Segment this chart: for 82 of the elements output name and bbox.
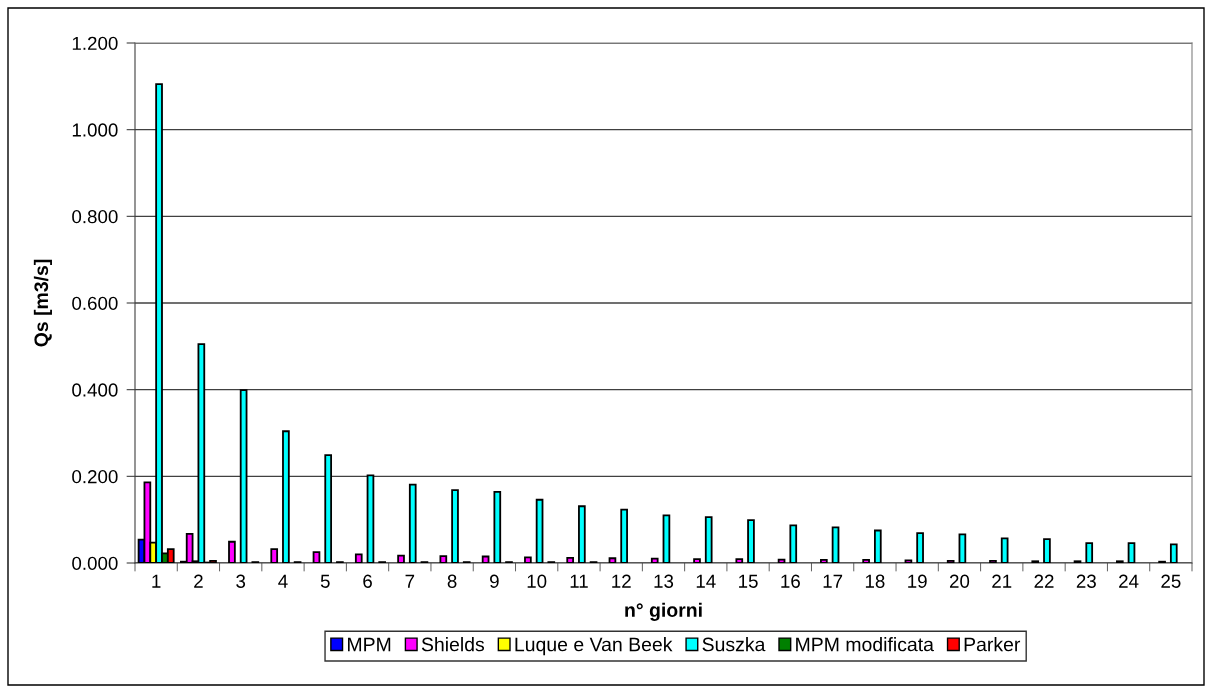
x-axis-title: n° giorni <box>625 602 702 621</box>
bar <box>312 551 321 563</box>
bar <box>735 558 744 563</box>
bar <box>493 491 502 563</box>
bar <box>777 558 786 563</box>
bar <box>704 516 713 563</box>
y-tick-label: 0.400 <box>72 383 118 397</box>
y-tick-label: 1.000 <box>72 123 118 137</box>
bar <box>397 554 405 563</box>
bar <box>693 558 701 563</box>
bar <box>535 498 544 563</box>
bar <box>1000 537 1009 563</box>
bar <box>873 529 882 563</box>
bar <box>789 524 798 563</box>
x-tick-label: 16 <box>781 574 800 588</box>
bar <box>451 489 459 563</box>
legend-label: Luque e Van Beek <box>515 637 673 656</box>
bar <box>524 556 532 563</box>
bar <box>239 389 248 563</box>
bar <box>481 555 490 563</box>
bar <box>324 454 333 563</box>
bar <box>747 519 755 563</box>
x-tick-label: 9 <box>490 574 499 588</box>
x-tick-label: 8 <box>447 574 457 588</box>
x-tick-label: 1 <box>152 574 161 588</box>
legend-label: MPM modificata <box>796 637 934 652</box>
legend-label: Shields <box>421 637 485 652</box>
x-tick-label: 20 <box>949 574 970 588</box>
x-tick-label: 21 <box>992 574 1012 588</box>
x-tick-label: 6 <box>363 574 372 588</box>
bar <box>1169 543 1178 563</box>
y-tick-label: 0.600 <box>72 296 118 310</box>
bar <box>662 514 671 563</box>
bar <box>820 559 828 563</box>
x-tick-label: 15 <box>739 574 758 588</box>
x-tick-label: 13 <box>654 574 674 588</box>
bar <box>831 526 840 563</box>
x-tick-label: 25 <box>1161 574 1181 588</box>
bar <box>270 548 279 563</box>
bar <box>1043 538 1051 563</box>
bar <box>1085 542 1094 563</box>
bar <box>862 559 870 563</box>
bar <box>916 532 924 563</box>
x-tick-label: 2 <box>194 574 203 588</box>
x-tick-label: 5 <box>320 574 330 588</box>
bar <box>282 430 290 563</box>
bar <box>578 505 586 563</box>
bar <box>354 553 363 563</box>
x-tick-label: 22 <box>1034 574 1054 588</box>
x-tick-label: 11 <box>570 574 588 588</box>
x-tick-label: 12 <box>612 574 631 588</box>
x-tick-label: 19 <box>908 574 927 588</box>
y-tick-label: 0.800 <box>72 210 118 224</box>
bar <box>228 540 236 563</box>
x-tick-label: 24 <box>1119 574 1139 588</box>
legend-label: Parker <box>964 637 1021 652</box>
y-tick-label: 1.200 <box>72 36 118 50</box>
x-tick-label: 23 <box>1076 574 1096 588</box>
x-tick-label: 3 <box>236 574 246 588</box>
x-tick-label: 18 <box>865 574 885 588</box>
bar <box>989 559 997 563</box>
y-axis-title: Qs [m3/s] <box>33 259 52 347</box>
x-tick-label: 4 <box>278 574 288 588</box>
bar <box>408 483 417 563</box>
bar <box>946 559 955 563</box>
legend-label: Suszka <box>702 637 766 652</box>
bar <box>1127 542 1136 563</box>
bar <box>620 508 628 563</box>
bar <box>439 555 448 563</box>
bar <box>566 556 574 563</box>
x-tick-label: 7 <box>405 574 415 588</box>
bar <box>366 474 375 563</box>
y-tick-label: 0.000 <box>72 556 118 570</box>
y-tick-label: 0.200 <box>72 470 118 484</box>
x-tick-label: 10 <box>527 574 547 588</box>
bar <box>958 533 967 563</box>
x-tick-label: 17 <box>823 574 843 588</box>
bar <box>608 557 617 563</box>
x-tick-label: 14 <box>696 574 716 588</box>
bar <box>904 559 913 563</box>
bar <box>650 557 659 563</box>
legend-label: MPM <box>348 637 391 652</box>
